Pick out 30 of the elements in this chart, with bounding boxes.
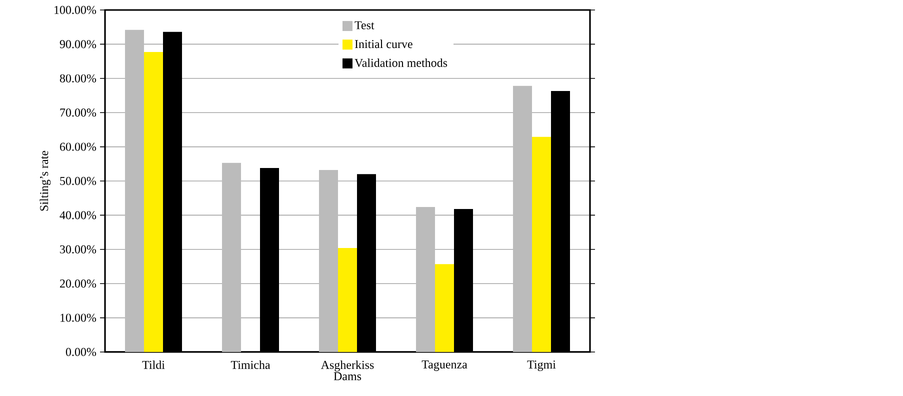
bar — [532, 136, 551, 352]
x-tick-label: Taguenza — [422, 360, 468, 371]
y-tick-label: 80.00% — [60, 74, 96, 82]
legend-label: Test — [354, 21, 374, 30]
y-tick-label: 90.00% — [60, 40, 96, 48]
bar — [416, 206, 435, 352]
y-tick-label: 100.00% — [54, 6, 96, 14]
y-tick-label: 70.00% — [60, 108, 96, 117]
x-tick-label: Timicha — [230, 360, 270, 369]
bar — [144, 52, 164, 352]
y-tick-label: 30.00% — [60, 245, 96, 254]
y-axis-title: Silting’s rate — [40, 150, 51, 211]
bar — [319, 170, 338, 352]
y-tick-label: 40.00% — [60, 211, 96, 220]
y-tick-label: 60.00% — [60, 142, 96, 151]
bar — [338, 248, 358, 352]
bar — [512, 86, 532, 352]
x-axis-title: Dams — [334, 372, 362, 380]
y-tick-label: 50.00% — [60, 176, 96, 186]
y-tick-label: 20.00% — [60, 280, 96, 288]
bar — [125, 30, 144, 352]
y-tick-label: 10.00% — [60, 314, 96, 322]
x-tick-label: Tildi — [142, 360, 165, 369]
bar — [222, 162, 242, 352]
x-tick-label: Asgherkiss — [320, 360, 374, 372]
x-tick-label: Tigmi — [527, 360, 556, 372]
legend-label: Validation methods — [354, 58, 448, 68]
y-tick-label: 0.00% — [66, 348, 96, 356]
bar — [435, 264, 454, 352]
legend-label: Initial curve — [354, 40, 412, 48]
